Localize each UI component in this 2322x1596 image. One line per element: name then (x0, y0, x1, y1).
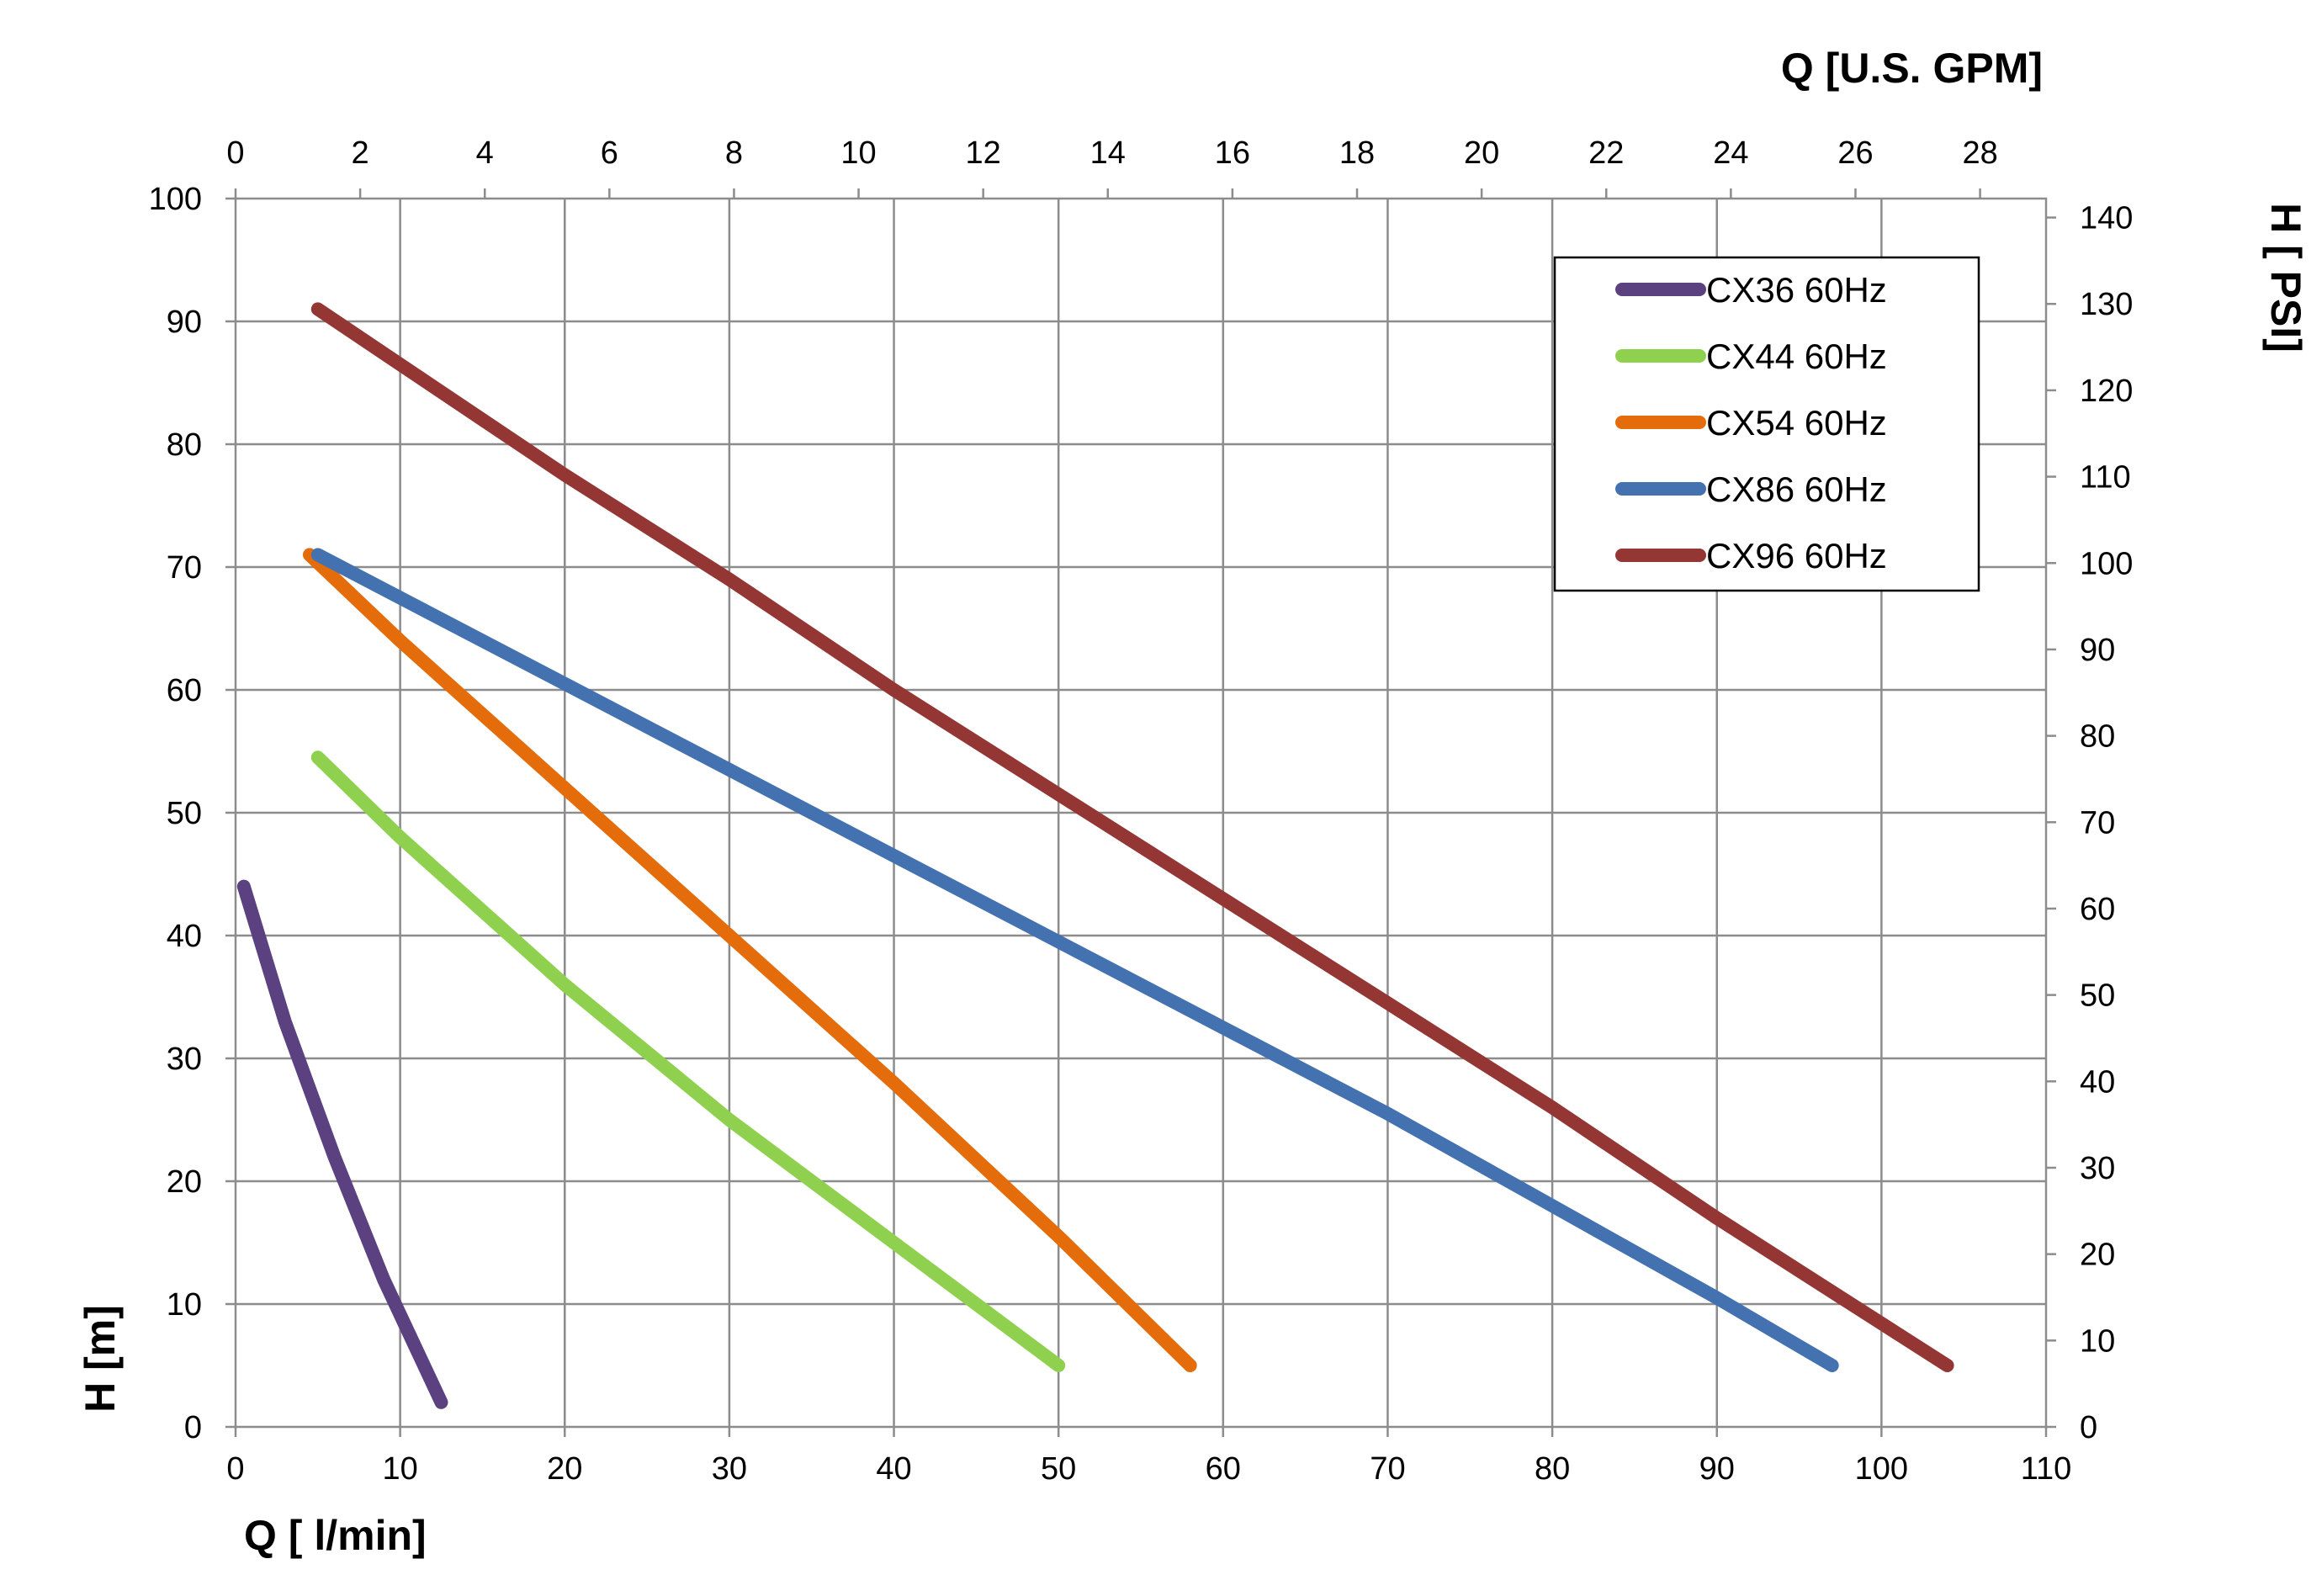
legend-label: CX44 60Hz (1706, 337, 1887, 376)
x2-axis-title: Q [U.S. GPM] (1781, 45, 2043, 92)
x2-tick-label: 2 (352, 135, 369, 171)
x-tick-label: 110 (2021, 1451, 2072, 1487)
x2-tick-label: 8 (725, 135, 743, 171)
y2-tick-label: 110 (2080, 460, 2131, 496)
y2-tick-label: 40 (2080, 1064, 2115, 1100)
x2-tick-label: 26 (1837, 135, 1873, 171)
x2-tick-label: 12 (966, 135, 1001, 171)
y2-axis-title: H [ PSI] (2262, 203, 2309, 353)
x2-tick-label: 28 (1962, 135, 1997, 171)
y-tick-label: 40 (167, 919, 202, 954)
x2-tick-label: 0 (226, 135, 244, 171)
y-tick-label: 10 (167, 1287, 202, 1323)
series-line-cx36-60hz (236, 879, 448, 1409)
x-tick-label: 90 (1699, 1451, 1735, 1487)
y-tick-label: 20 (167, 1164, 202, 1200)
x-tick-label: 50 (1041, 1451, 1076, 1487)
x2-tick-label: 16 (1215, 135, 1250, 171)
x2-tick-label: 10 (840, 135, 876, 171)
legend-label: CX36 60Hz (1706, 270, 1887, 310)
x-tick-label: 40 (876, 1451, 911, 1487)
series-line-cx96-60hz (310, 302, 1954, 1372)
x-tick-label: 0 (226, 1451, 244, 1487)
y2-tick-label: 30 (2080, 1151, 2115, 1186)
y-tick-label: 0 (184, 1410, 202, 1445)
y-tick-label: 90 (167, 305, 202, 340)
y-tick-label: 30 (167, 1042, 202, 1077)
x2-tick-label: 20 (1464, 135, 1499, 171)
y-tick-label: 60 (167, 673, 202, 708)
y2-tick-label: 120 (2080, 374, 2133, 409)
y2-tick-label: 100 (2080, 546, 2133, 581)
y2-tick-label: 70 (2080, 805, 2115, 840)
x2-tick-label: 6 (601, 135, 618, 171)
y-axis-title: H [m] (77, 1305, 124, 1413)
series-line-cx86-60hz (310, 548, 1839, 1372)
y2-tick-label: 20 (2080, 1238, 2115, 1273)
legend: CX36 60Hz CX44 60Hz CX54 60Hz CX86 60Hz CX96… (1553, 256, 1980, 592)
series-line-cx54-60hz (303, 548, 1197, 1372)
series-line-cx44-60hz (310, 750, 1066, 1372)
y2-tick-label: 60 (2080, 892, 2115, 927)
x2-tick-label: 14 (1090, 135, 1126, 171)
x-tick-label: 30 (712, 1451, 747, 1487)
y2-tick-label: 80 (2080, 719, 2115, 755)
x-axis-title: Q [ l/min] (244, 1512, 427, 1559)
x2-tick-label: 22 (1588, 135, 1624, 171)
y2-tick-label: 0 (2080, 1410, 2097, 1445)
grid-lines (236, 199, 2046, 1427)
legend-label: CX96 60Hz (1706, 536, 1887, 575)
y-tick-label: 80 (167, 427, 202, 463)
legend-label: CX86 60Hz (1706, 469, 1887, 509)
x-tick-label: 10 (382, 1451, 417, 1487)
legend-items: CX36 60Hz CX44 60Hz CX54 60Hz CX86 60Hz CX96… (1615, 270, 1887, 575)
x-tick-label: 70 (1370, 1451, 1405, 1487)
y-tick-label: 70 (167, 550, 202, 586)
x-tick-label: 20 (547, 1451, 582, 1487)
x-tick-label: 100 (1855, 1451, 1908, 1487)
x-tick-label: 80 (1535, 1451, 1570, 1487)
axis-ticks: 0 10 20 30 40 50 60 70 80 90 100 110010203040506070… (149, 135, 2134, 1487)
legend-label: CX54 60Hz (1706, 403, 1887, 443)
series-lines (236, 302, 1954, 1409)
y-tick-label: 100 (149, 182, 202, 217)
x2-tick-label: 18 (1339, 135, 1375, 171)
x2-tick-label: 24 (1713, 135, 1748, 171)
y2-tick-label: 130 (2080, 287, 2133, 322)
x-tick-label: 60 (1206, 1451, 1241, 1487)
y2-tick-label: 90 (2080, 633, 2115, 668)
y2-tick-label: 10 (2080, 1323, 2115, 1359)
y-tick-label: 50 (167, 796, 202, 831)
y2-tick-label: 50 (2080, 978, 2115, 1014)
x2-tick-label: 4 (476, 135, 494, 171)
y2-tick-label: 140 (2080, 201, 2133, 236)
